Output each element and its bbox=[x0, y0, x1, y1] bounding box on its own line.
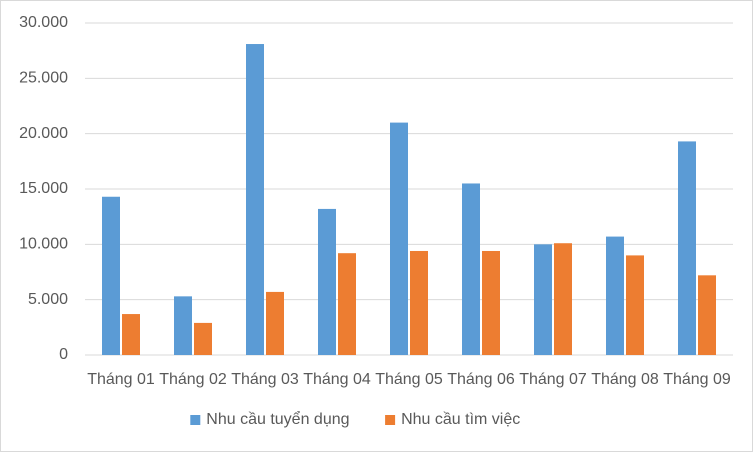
bar bbox=[338, 253, 356, 355]
bar bbox=[626, 255, 644, 355]
x-tick-label: Tháng 06 bbox=[447, 371, 515, 388]
legend-swatch bbox=[385, 415, 396, 425]
x-tick-label: Tháng 05 bbox=[375, 371, 443, 388]
bar bbox=[554, 243, 572, 355]
bar bbox=[174, 296, 192, 355]
bar bbox=[318, 208, 336, 355]
bar bbox=[390, 122, 408, 355]
bar bbox=[246, 44, 264, 355]
x-tick-label: Tháng 03 bbox=[231, 371, 299, 388]
legend-label: Nhu cầu tìm việc bbox=[401, 411, 520, 428]
y-tick-label: 25.000 bbox=[19, 70, 68, 87]
y-tick-label: 5.000 bbox=[28, 291, 68, 308]
bar bbox=[462, 183, 480, 355]
legend-swatch bbox=[190, 415, 201, 425]
bar bbox=[698, 275, 716, 355]
bar bbox=[410, 250, 428, 355]
legend-label: Nhu cầu tuyển dụng bbox=[206, 410, 349, 428]
bar bbox=[606, 236, 624, 355]
bar bbox=[534, 244, 552, 355]
y-tick-label: 20.000 bbox=[19, 125, 68, 142]
x-tick-label: Tháng 09 bbox=[663, 371, 731, 388]
bar bbox=[266, 291, 284, 355]
y-tick-label: 0 bbox=[59, 346, 68, 363]
y-tick-label: 10.000 bbox=[19, 236, 68, 253]
bar bbox=[678, 141, 696, 355]
bar bbox=[122, 314, 140, 355]
bar bbox=[482, 250, 500, 355]
x-tick-label: Tháng 08 bbox=[591, 371, 659, 388]
bar bbox=[194, 322, 212, 355]
x-tick-label: Tháng 04 bbox=[303, 371, 371, 388]
y-tick-label: 30.000 bbox=[19, 14, 68, 31]
bar bbox=[102, 196, 120, 355]
x-tick-label: Tháng 01 bbox=[87, 371, 155, 388]
x-tick-label: Tháng 02 bbox=[159, 371, 227, 388]
y-tick-label: 15.000 bbox=[19, 180, 68, 197]
x-tick-label: Tháng 07 bbox=[519, 371, 587, 388]
